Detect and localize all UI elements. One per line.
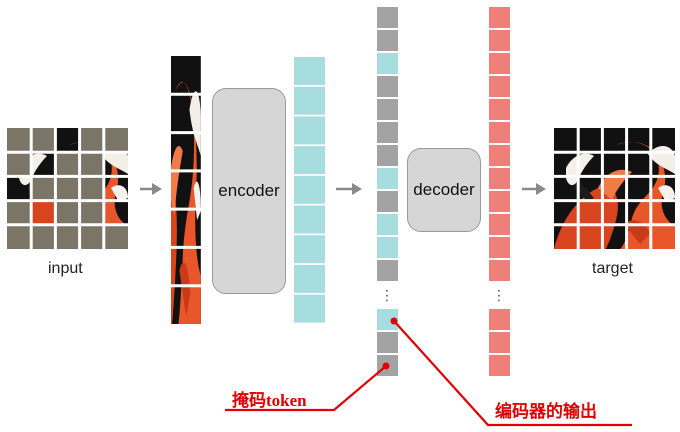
decoder-input-token	[377, 76, 398, 97]
input-mask-patch	[7, 224, 32, 249]
input-mask-patch	[79, 200, 104, 225]
decoder-output-token	[489, 309, 510, 330]
decoder-input-token	[377, 99, 398, 120]
decoder-input-token	[377, 7, 398, 28]
decoder-output-token	[489, 355, 510, 376]
decoder-output-token	[489, 122, 510, 143]
decoder-input-token	[377, 191, 398, 212]
decoder-input-token	[377, 309, 398, 330]
encoder-output-token	[294, 264, 325, 293]
input-mask-patch	[103, 224, 128, 249]
encoder-output-token	[294, 146, 325, 175]
mask-token-leader-dot	[382, 362, 390, 370]
input-mask-patch	[55, 152, 80, 177]
decoder-label: decoder	[413, 180, 475, 199]
encoder-output-token	[294, 175, 325, 204]
input-mask-patch	[79, 224, 104, 249]
decoder-output-token	[489, 191, 510, 212]
encoder-output-token	[294, 86, 325, 115]
decoder-output-token	[489, 53, 510, 74]
arrow-input-to-patches-head	[152, 183, 162, 195]
arrow-decoder-to-target-head	[536, 183, 546, 195]
input-mask-patch	[7, 200, 32, 225]
encoder-output-token	[294, 116, 325, 145]
decoder-output-token	[489, 99, 510, 120]
target-image	[554, 128, 675, 249]
decoder-output-token	[489, 260, 510, 281]
decoder-input-token	[377, 30, 398, 51]
target-label: target	[592, 260, 633, 277]
input-mask-patch	[55, 176, 80, 201]
encoder-box: encoder	[212, 88, 286, 294]
input-mask-patch	[7, 152, 32, 177]
ellipsis-decoder-input: ⋮	[380, 288, 394, 304]
decoder-output-token	[489, 76, 510, 97]
mask-token-leader	[225, 365, 387, 412]
decoder-output-token	[489, 214, 510, 235]
decoder-output-token	[489, 332, 510, 353]
input-mask-patch	[31, 128, 56, 153]
input-mask-patch	[31, 176, 56, 201]
input-label: input	[48, 260, 83, 277]
input-mask-patch	[79, 128, 104, 153]
encoder-output-token	[294, 57, 325, 85]
decoder-input-token	[377, 53, 398, 74]
encoder-label: encoder	[218, 181, 280, 200]
decoder-input-token	[377, 237, 398, 258]
decoder-input-token	[377, 260, 398, 281]
input-mask-patch	[79, 152, 104, 177]
mask-token-annotation: 掩码token	[232, 391, 307, 410]
decoder-output-token	[489, 7, 510, 28]
decoder-input-token	[377, 332, 398, 353]
input-mask-patch	[31, 224, 56, 249]
input-mask-patch	[55, 224, 80, 249]
encoder-output-leader	[393, 320, 632, 427]
decoder-box: decoder	[407, 148, 481, 232]
encoder-output-annotation: 编码器的输出	[495, 402, 597, 421]
decoder-output-token	[489, 168, 510, 189]
encoder-output-leader-dot	[390, 317, 398, 325]
decoder-input-token	[377, 214, 398, 235]
input-mask-patch	[79, 176, 104, 201]
input-mask-patch	[55, 200, 80, 225]
decoder-input-token	[377, 145, 398, 166]
decoder-output-token	[489, 30, 510, 51]
ellipsis-decoder-output: ⋮	[492, 288, 506, 304]
decoder-output-token	[489, 237, 510, 258]
arrow-encoder-to-decoder-head	[352, 183, 362, 195]
decoder-input-token	[377, 122, 398, 143]
encoder-output-token	[294, 294, 325, 323]
input-mask-patch	[7, 128, 32, 153]
encoder-output-token	[294, 235, 325, 264]
decoder-output-token	[489, 145, 510, 166]
encoder-output-token	[294, 205, 325, 234]
input-mask-patch	[103, 128, 128, 153]
decoder-input-token	[377, 168, 398, 189]
